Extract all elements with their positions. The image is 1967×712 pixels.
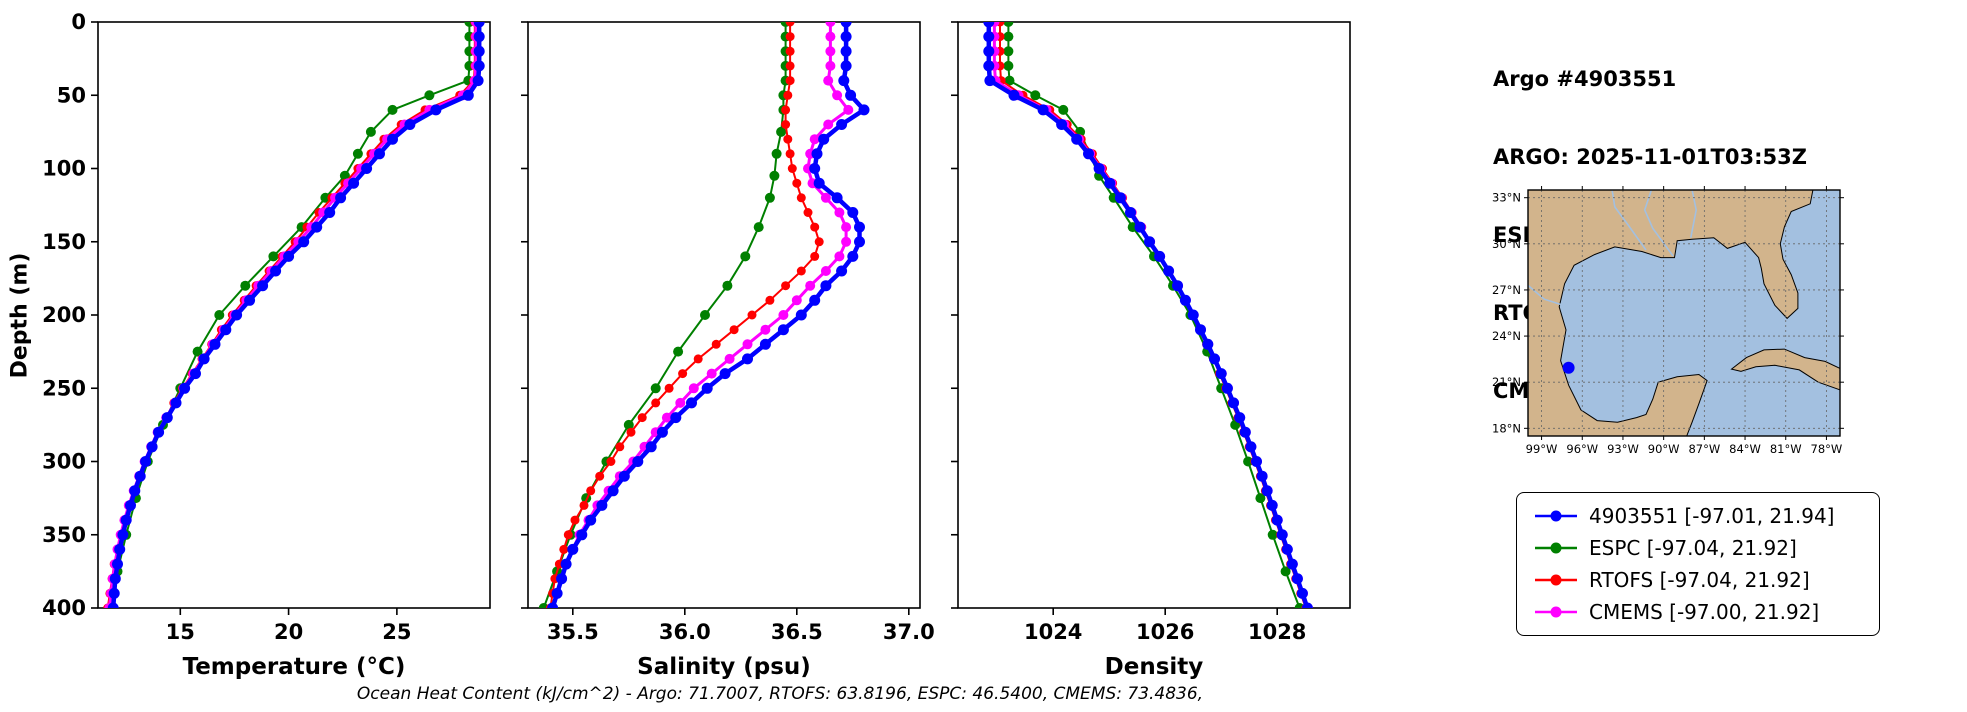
profile-panels: 15 20 25050100150200250300350400Temperatur… (42, 10, 1351, 680)
depth-tick-label: 300 (42, 450, 86, 474)
x-tick-label: 1026 (1136, 620, 1194, 644)
profile-markers-4903551 (983, 22, 1313, 608)
profile-markers-4903551 (107, 22, 485, 608)
xlabel-density: Density (1105, 654, 1204, 680)
x-tick-label: 35.5 (547, 620, 599, 644)
map-lon-tick-label: 81°W (1770, 442, 1802, 456)
map-river (1643, 190, 1674, 257)
header-title: Argo #4903551 (1493, 67, 1677, 92)
x-tick-label: 1024 (1024, 620, 1082, 644)
legend-swatch (1535, 542, 1577, 554)
map-lon-tick-label: 78°W (1811, 442, 1843, 456)
map-lat-tick-label: 27°N (1492, 283, 1521, 297)
map-lon-tick-label: 99°W (1526, 442, 1558, 456)
legend-item: CMEMS [-97.00, 21.92] (1533, 599, 1863, 625)
panel-salinity: 35.5 36.0 36.5 37.0 Salinity (psu) (521, 21, 935, 680)
xlabel-temperature: Temperature (°C) (183, 654, 406, 680)
depth-tick-label: 250 (42, 376, 86, 400)
xlabel-salinity: Salinity (psu) (637, 654, 811, 680)
legend-label: 4903551 [-97.01, 21.94] (1589, 504, 1835, 528)
map-lat-tick-label: 18°N (1492, 421, 1521, 435)
y-axis-label: Depth (m) (7, 252, 33, 379)
x-tick-label: 36.5 (771, 620, 823, 644)
legend-swatch (1535, 574, 1577, 586)
map-lon-tick-label: 96°W (1566, 442, 1598, 456)
x-tick-label: 20 (274, 620, 303, 644)
ohc-footnote: Ocean Heat Content (kJ/cm^2) - Argo: 71.… (356, 684, 1204, 704)
x-tick-label: 15 (166, 620, 195, 644)
legend-label: CMEMS [-97.00, 21.92] (1589, 600, 1820, 624)
legend-box: 4903551 [-97.01, 21.94] ESPC [-97.04, 21… (1516, 492, 1880, 636)
legend-label: ESPC [-97.04, 21.92] (1589, 536, 1797, 560)
map-lon-tick-label: 87°W (1688, 442, 1720, 456)
panel-density: 1024 1026 1028 Density (951, 21, 1351, 680)
x-tick-label: 1028 (1248, 620, 1306, 644)
panel-temperature: 15 20 25050100150200250300350400Temperatur… (42, 10, 491, 680)
legend-item: 4903551 [-97.01, 21.94] (1533, 503, 1863, 529)
map-land-mainland (1528, 190, 1814, 436)
depth-tick-label: 150 (42, 230, 86, 254)
depth-tick-label: 0 (71, 10, 86, 34)
header-line-argo: ARGO: 2025-11-01T03:53Z (1493, 145, 1807, 170)
x-tick-label: 36.0 (659, 620, 711, 644)
map-lon-tick-label: 84°W (1729, 442, 1761, 456)
depth-tick-label: 200 (42, 303, 86, 327)
profile-markers-4903551 (547, 22, 870, 608)
map-lat-tick-label: 33°N (1492, 191, 1521, 205)
legend-swatch (1535, 510, 1577, 522)
map-river (1611, 190, 1647, 251)
x-tick-label: 37.0 (883, 620, 935, 644)
map-river (1690, 190, 1698, 238)
map-lon-tick-label: 93°W (1607, 442, 1639, 456)
legend-item: ESPC [-97.04, 21.92] (1533, 535, 1863, 561)
legend-label: RTOFS [-97.04, 21.92] (1589, 568, 1810, 592)
map-lat-tick-label: 21°N (1492, 375, 1521, 389)
map-figure: 99°W 96°W 93°W 90°W 87°W 84°W 81°W 78°W 18°N 21°N… (1492, 186, 1844, 456)
map-location-marker (1562, 361, 1575, 374)
map-lon-tick-label: 90°W (1648, 442, 1680, 456)
map-lat-tick-label: 24°N (1492, 329, 1521, 343)
x-tick-label: 25 (382, 620, 411, 644)
profile-markers-RTOFS (545, 22, 824, 608)
legend-swatch (1535, 606, 1577, 618)
depth-tick-label: 350 (42, 523, 86, 547)
depth-tick-label: 100 (42, 157, 86, 181)
map-land-cuba (1730, 348, 1840, 391)
legend-item: RTOFS [-97.04, 21.92] (1533, 567, 1863, 593)
depth-tick-label: 50 (57, 83, 86, 107)
depth-tick-label: 400 (42, 596, 86, 620)
map-lat-tick-label: 30°N (1492, 237, 1521, 251)
